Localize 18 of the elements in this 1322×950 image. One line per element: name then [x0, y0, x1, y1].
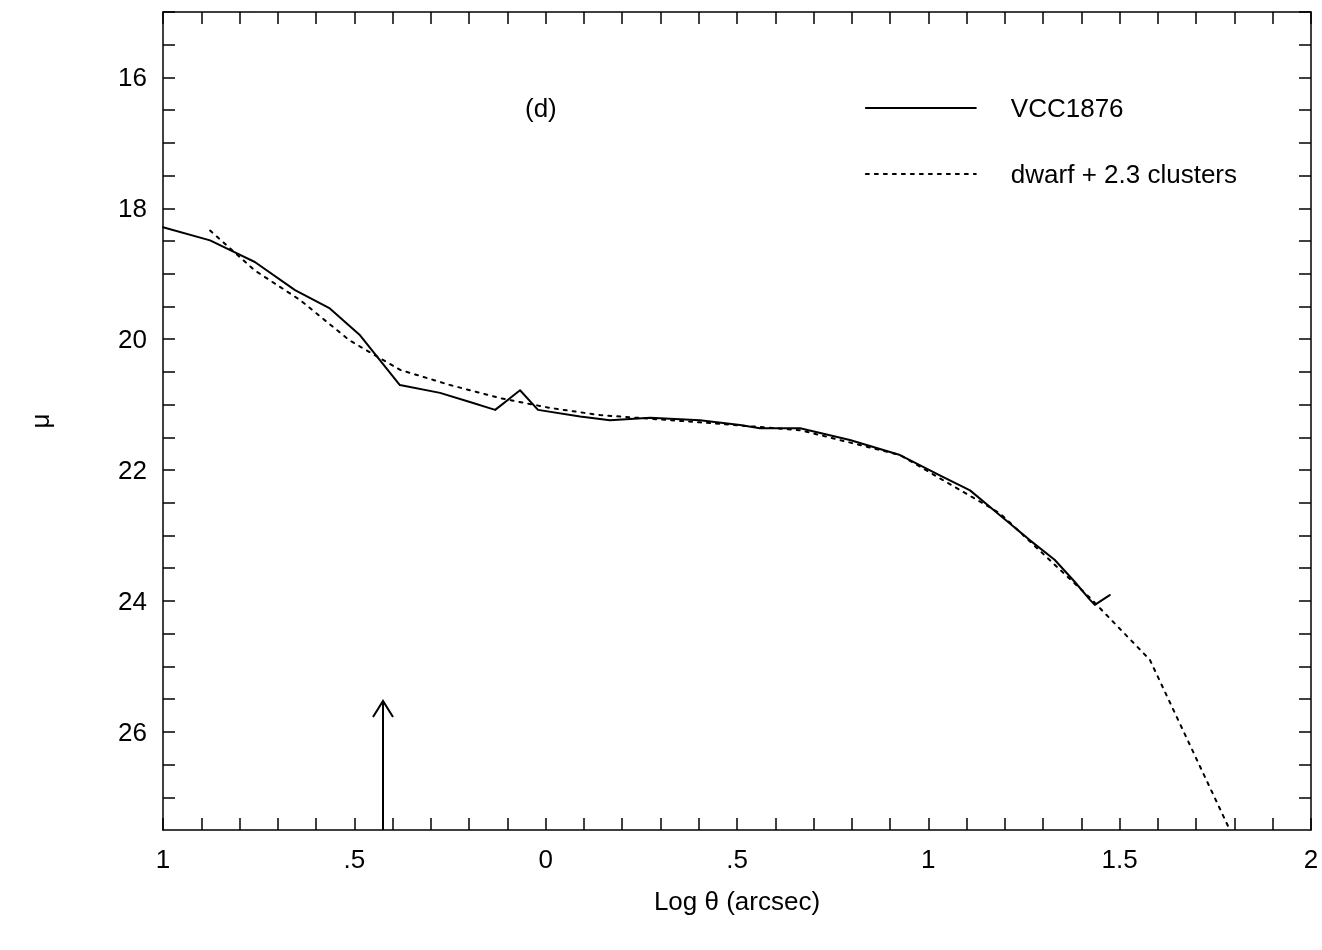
x-tick-label: 0 — [538, 844, 553, 874]
y-tick-label: 16 — [118, 62, 147, 93]
y-tick-label: 18 — [118, 193, 147, 224]
y-tick-label: 26 — [118, 716, 147, 747]
x-tick-label: 1.5 — [1101, 844, 1138, 874]
y-axis-title: μ — [25, 413, 55, 429]
legend-label: VCC1876 — [1010, 93, 1124, 123]
x-tick-label: .5 — [343, 844, 366, 874]
x-tick-label: 1 — [155, 844, 171, 874]
y-tick-label: 24 — [118, 585, 147, 616]
y-tick-label: 22 — [118, 455, 147, 486]
y-tick-label: 20 — [118, 324, 147, 355]
x-tick-label: 1 — [921, 844, 936, 874]
legend-label: dwarf + 2.3 clusters — [1010, 159, 1237, 189]
x-tick-label: .5 — [726, 844, 748, 874]
x-axis-title: Log θ (arcsec) — [653, 886, 821, 916]
annotation: (d) — [525, 93, 557, 123]
x-tick-label: 2 — [1303, 844, 1319, 874]
